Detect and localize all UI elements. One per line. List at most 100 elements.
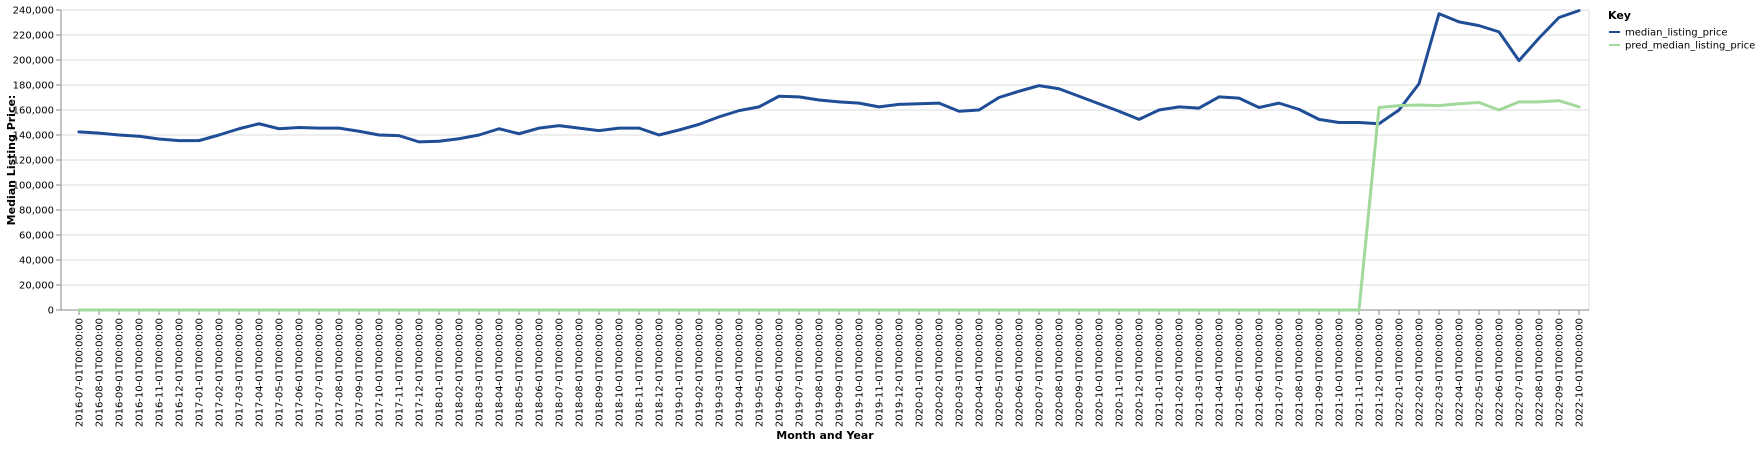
grid	[61, 9, 1589, 311]
x-tick-label: 2019-08-01T00:00:00	[815, 318, 826, 427]
x-tick-label: 2017-05-01T00:00:00	[275, 318, 286, 427]
y-tick-label: 200,000	[13, 56, 54, 67]
x-tick-label: 2020-02-01T00:00:00	[935, 318, 946, 427]
x-tick-label: 2017-02-01T00:00:00	[215, 318, 226, 427]
x-tick-label: 2021-10-01T00:00:00	[1335, 318, 1346, 427]
x-tick-label: 2018-12-01T00:00:00	[655, 318, 666, 427]
x-tick-label: 2020-08-01T00:00:00	[1055, 318, 1066, 427]
x-tick-label: 2021-07-01T00:00:00	[1275, 318, 1286, 427]
legend-title: Key	[1608, 9, 1631, 22]
x-tick-label: 2021-11-01T00:00:00	[1355, 318, 1366, 427]
x-tick-label: 2022-10-01T00:00:00	[1575, 318, 1586, 427]
x-tick-label: 2021-01-01T00:00:00	[1155, 318, 1166, 427]
x-tick-label: 2020-12-01T00:00:00	[1135, 318, 1146, 427]
x-tick-label: 2020-11-01T00:00:00	[1115, 318, 1126, 427]
y-tick-label: 0	[48, 306, 54, 317]
x-tick-label: 2019-04-01T00:00:00	[735, 318, 746, 427]
x-tick-label: 2021-06-01T00:00:00	[1255, 318, 1266, 427]
x-tick-label: 2017-10-01T00:00:00	[375, 318, 386, 427]
x-tick-label: 2018-05-01T00:00:00	[515, 318, 526, 427]
x-tick-label: 2022-03-01T00:00:00	[1435, 318, 1446, 427]
y-tick-label: 180,000	[13, 81, 54, 92]
x-tick-label: 2019-01-01T00:00:00	[675, 318, 686, 427]
x-tick-label: 2017-04-01T00:00:00	[255, 318, 266, 427]
x-tick-label: 2018-11-01T00:00:00	[635, 318, 646, 427]
x-tick-label: 2021-05-01T00:00:00	[1235, 318, 1246, 427]
x-tick-label: 2022-06-01T00:00:00	[1495, 318, 1506, 427]
x-tick-label: 2021-12-01T00:00:00	[1375, 318, 1386, 427]
x-tick-label: 2018-08-01T00:00:00	[575, 318, 586, 427]
x-tick-label: 2017-08-01T00:00:00	[335, 318, 346, 427]
x-tick-label: 2019-11-01T00:00:00	[875, 318, 886, 427]
x-tick-label: 2018-07-01T00:00:00	[555, 318, 566, 427]
x-tick-label: 2019-07-01T00:00:00	[795, 318, 806, 427]
x-tick-label: 2019-02-01T00:00:00	[695, 318, 706, 427]
x-tick-label: 2018-01-01T00:00:00	[435, 318, 446, 427]
x-tick-label: 2018-03-01T00:00:00	[475, 318, 486, 427]
x-tick-label: 2022-08-01T00:00:00	[1535, 318, 1546, 427]
x-tick-label: 2016-09-01T00:00:00	[115, 318, 126, 427]
x-tick-label: 2021-02-01T00:00:00	[1175, 318, 1186, 427]
y-tick-label: 240,000	[13, 6, 54, 17]
x-tick-label: 2020-06-01T00:00:00	[1015, 318, 1026, 427]
y-tick-label: 140,000	[13, 131, 54, 142]
y-tick-label: 100,000	[13, 181, 54, 192]
y-tick-label: 80,000	[19, 206, 54, 217]
x-tick-label: 2017-07-01T00:00:00	[315, 318, 326, 427]
series	[77, 9, 1581, 312]
x-tick-label: 2019-09-01T00:00:00	[835, 318, 846, 427]
series-line-pred-median-listing-price	[77, 99, 1581, 312]
x-tick-label: 2020-09-01T00:00:00	[1075, 318, 1086, 427]
x-tick-label: 2022-05-01T00:00:00	[1475, 318, 1486, 427]
legend-items: median_listing_price pred_median_listing_…	[1609, 28, 1755, 52]
x-tick-label: 2022-07-01T00:00:00	[1515, 318, 1526, 427]
x-tick-label: 2016-07-01T00:00:00	[75, 318, 86, 427]
legend-label: pred_median_listing_price	[1625, 41, 1755, 52]
x-tick-label: 2016-08-01T00:00:00	[95, 318, 106, 427]
x-tick-label: 2017-06-01T00:00:00	[295, 318, 306, 427]
x-tick-label: 2020-04-01T00:00:00	[975, 318, 986, 427]
x-tick-label: 2022-01-01T00:00:00	[1395, 318, 1406, 427]
y-tick-label: 160,000	[13, 106, 54, 117]
x-tick-label: 2020-01-01T00:00:00	[915, 318, 926, 427]
x-tick-label: 2021-08-01T00:00:00	[1295, 318, 1306, 427]
legend-label: median_listing_price	[1625, 28, 1728, 39]
x-tick-label: 2022-04-01T00:00:00	[1455, 318, 1466, 427]
y-tick-label: 60,000	[19, 231, 54, 242]
x-tick-label: 2021-03-01T00:00:00	[1195, 318, 1206, 427]
x-tick-label: 2020-05-01T00:00:00	[995, 318, 1006, 427]
x-tick-label: 2017-03-01T00:00:00	[235, 318, 246, 427]
x-tick-label: 2017-11-01T00:00:00	[395, 318, 406, 427]
axes: 0 20,000 40,000 60,000 80,000 100,000 120,000 1…	[13, 6, 1590, 427]
x-tick-label: 2020-10-01T00:00:00	[1095, 318, 1106, 427]
x-tick-label: 2019-06-01T00:00:00	[775, 318, 786, 427]
x-tick-label: 2020-03-01T00:00:00	[955, 318, 966, 427]
x-tick-label: 2019-12-01T00:00:00	[895, 318, 906, 427]
x-tick-label: 2016-10-01T00:00:00	[135, 318, 146, 427]
x-tick-label: 2019-05-01T00:00:00	[755, 318, 766, 427]
x-tick-label: 2017-09-01T00:00:00	[355, 318, 366, 427]
x-tick-label: 2020-07-01T00:00:00	[1035, 318, 1046, 427]
series-line-median-listing-price	[77, 9, 1581, 144]
x-tick-label: 2019-10-01T00:00:00	[855, 318, 866, 427]
x-tick-label: 2018-04-01T00:00:00	[495, 318, 506, 427]
y-tick-label: 120,000	[13, 156, 54, 167]
legend: Key median_listing_price pred_median_list…	[1608, 9, 1755, 52]
y-tick-label: 220,000	[13, 31, 54, 42]
x-tick-label: 2016-11-01T00:00:00	[155, 318, 166, 427]
x-tick-label: 2016-12-01T00:00:00	[175, 318, 186, 427]
y-axis-title: Median Listing Price:	[5, 95, 18, 226]
x-tick-label: 2018-02-01T00:00:00	[455, 318, 466, 427]
x-tick-label: 2018-10-01T00:00:00	[615, 318, 626, 427]
x-tick-label: 2021-09-01T00:00:00	[1315, 318, 1326, 427]
x-tick-label: 2022-02-01T00:00:00	[1415, 318, 1426, 427]
x-tick-label: 2021-04-01T00:00:00	[1215, 318, 1226, 427]
y-tick-label: 20,000	[19, 281, 54, 292]
x-tick-label: 2017-12-01T00:00:00	[415, 318, 426, 427]
x-tick-label: 2017-01-01T00:00:00	[195, 318, 206, 427]
x-tick-label: 2018-09-01T00:00:00	[595, 318, 606, 427]
y-tick-label: 40,000	[19, 256, 54, 267]
x-axis-title: Month and Year	[776, 429, 874, 442]
